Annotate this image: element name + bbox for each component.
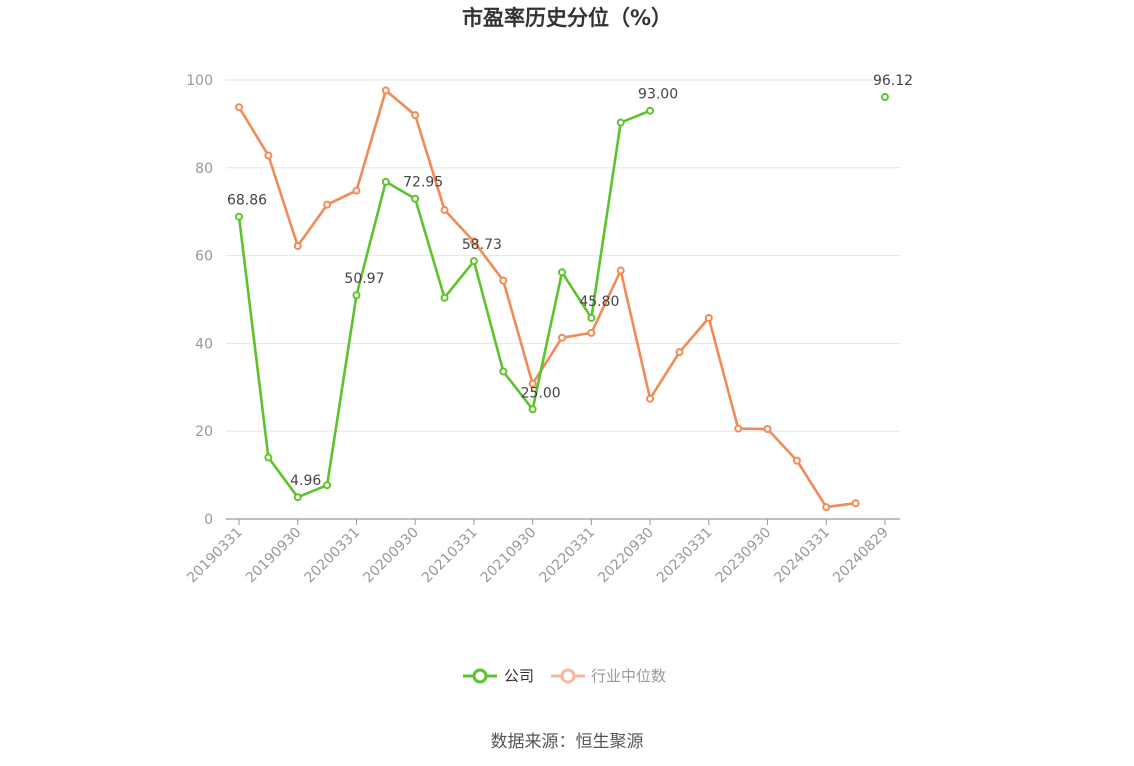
x-tick-label: 20220331 [536,525,598,587]
data-point-company[interactable] [528,405,537,414]
legend-item-industry[interactable]: 行业中位数 [551,667,666,685]
legend-item-company[interactable]: 公司 [463,667,534,685]
legend-company-marker [472,668,488,684]
y-tick-label: 20 [195,424,213,440]
x-tick-label: 20190930 [243,525,305,587]
data-point-industry[interactable] [381,86,390,95]
x-tick-label: 20210331 [419,525,481,587]
legend-industry-marker [560,668,576,684]
data-point-industry[interactable] [646,394,655,403]
data-point-industry[interactable] [822,503,831,512]
y-tick-label: 60 [195,249,213,265]
data-point-company[interactable] [646,106,655,115]
x-tick-label: 20230930 [713,525,775,587]
x-tick-label: 20240829 [830,525,892,587]
x-tick-label: 20190331 [184,525,246,587]
legend-company-label: 公司 [504,667,534,685]
data-point-company[interactable] [469,257,478,266]
y-tick-label: 100 [186,73,213,89]
legend[interactable]: 公司 行业中位数 [463,667,666,685]
data-point-industry[interactable] [469,237,478,246]
data-label-company: 25.00 [521,385,561,401]
chart-title: 市盈率历史分位（%） [462,6,672,30]
series-layer [235,86,889,512]
data-point-industry[interactable] [704,313,713,322]
data-point-industry[interactable] [293,241,302,250]
data-label-company: 96.12 [873,73,913,89]
data-point-company[interactable] [499,367,508,376]
data-label-company: 50.97 [344,271,384,287]
data-point-company[interactable] [323,481,332,490]
y-tick-label: 80 [195,161,213,177]
data-labels: 68.86 4.96 50.97 72.95 58.73 25.00 45.80 93.00 9… [227,73,913,489]
axes: 0 20 40 60 80 100 2019033120190930202003312020… [184,73,900,586]
legend-industry-label: 行业中位数 [591,667,666,685]
data-label-company: 4.96 [290,473,321,489]
data-point-company[interactable] [587,313,596,322]
data-point-industry[interactable] [528,379,537,388]
data-point-industry[interactable] [352,186,361,195]
data-point-industry[interactable] [675,348,684,357]
x-tick-label: 20240331 [771,525,833,587]
data-point-company[interactable] [881,93,889,102]
data-label-company: 68.86 [227,193,267,209]
data-point-company[interactable] [381,177,390,186]
data-point-industry[interactable] [851,499,860,508]
data-point-industry[interactable] [264,151,273,160]
data-source: 数据来源：恒生聚源 [491,732,644,752]
data-point-industry[interactable] [792,456,801,465]
data-point-industry[interactable] [411,111,420,120]
data-point-industry[interactable] [499,276,508,285]
data-point-industry[interactable] [323,200,332,209]
x-tick-label: 20210930 [478,525,540,587]
data-point-company[interactable] [264,453,273,462]
x-tick-label: 20220930 [595,525,657,587]
data-point-company[interactable] [293,493,302,502]
data-point-industry[interactable] [763,425,772,434]
y-tick-label: 0 [204,512,213,528]
grid-lines [226,79,900,432]
data-point-industry[interactable] [734,424,743,433]
data-point-industry[interactable] [440,205,449,214]
series-line-industry [237,89,856,509]
x-tick-label: 20200331 [302,525,364,587]
data-point-company[interactable] [352,291,361,300]
x-tick-label: 20200930 [360,525,422,587]
data-point-company[interactable] [411,194,420,203]
x-tick-label: 20230331 [654,525,716,587]
data-label-company: 45.80 [579,294,619,310]
data-point-company[interactable] [616,118,625,127]
data-point-company[interactable] [558,268,566,277]
data-label-company: 72.95 [403,175,443,191]
data-label-company: 93.00 [638,87,678,103]
y-tick-label: 40 [195,336,213,352]
data-label-company: 58.73 [462,237,502,253]
data-point-company[interactable] [235,212,243,221]
data-point-industry[interactable] [558,333,566,342]
data-point-industry[interactable] [587,328,596,337]
data-point-industry[interactable] [235,103,243,112]
data-point-company[interactable] [440,293,449,302]
data-point-industry[interactable] [616,266,625,275]
